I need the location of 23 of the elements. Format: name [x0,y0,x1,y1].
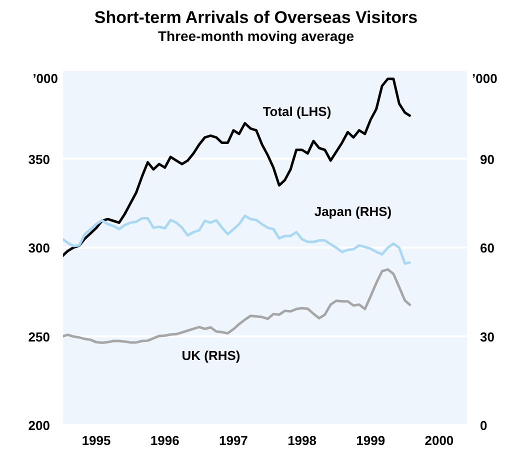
line-series [62,268,412,344]
chart-title: Short-term Arrivals of Overseas Visitors [93,8,419,28]
x-tick-label: 2000 [424,433,454,448]
y2-tick-label: 60 [480,240,494,256]
y2-axis-title: ’000 [472,71,498,86]
y-tick-label: 350 [28,152,50,167]
y-axis-title: ’000 [32,71,58,86]
x-tick-label: 1996 [150,433,180,448]
chart-subtitle: Three-month moving average [156,28,356,44]
series-label: Total (LHS) [262,104,332,119]
x-tick-label: 1999 [356,433,386,448]
x-tick-label: 1995 [82,433,111,448]
series-label: UK (RHS) [182,348,240,363]
y-tick-label: 200 [28,418,50,433]
y-tick-label: 300 [28,240,50,256]
x-tick-label: 1997 [218,433,248,448]
y-tick-label: 250 [28,329,50,344]
line-series [62,78,412,258]
y2-tick-label: 0 [480,418,488,433]
y2-tick-label: 90 [480,152,494,167]
series-label: Japan (RHS) [314,204,392,219]
x-tick-label: 1998 [288,433,316,448]
y2-tick-label: 30 [480,329,494,344]
